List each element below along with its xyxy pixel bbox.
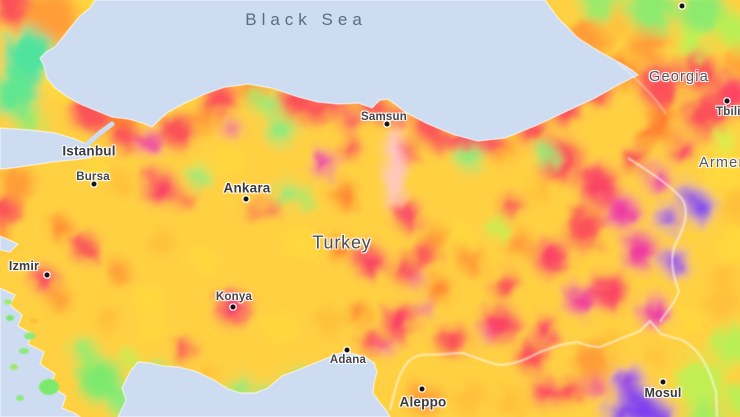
city-label-samsun[interactable]: Samsun: [361, 111, 407, 123]
city-label-tbilisi[interactable]: Tbilisi: [716, 106, 740, 118]
island: [39, 379, 59, 395]
island: [10, 364, 18, 370]
water-layer: [0, 0, 640, 417]
island: [4, 299, 12, 305]
aegean-sea-water-south: [0, 287, 82, 417]
sea-label-black-sea: Black Sea: [245, 10, 367, 29]
city-label-adana[interactable]: Adana: [329, 354, 367, 366]
city-dot-adana[interactable]: [344, 347, 350, 353]
country-border-syria-iraq: [389, 319, 718, 417]
black-sea-water: [39, 0, 640, 142]
city-dot-konya[interactable]: [230, 304, 236, 310]
city-label-istanbul[interactable]: Istanbul: [62, 143, 116, 159]
country-border-group: [389, 61, 718, 417]
island: [6, 315, 14, 321]
island: [16, 395, 24, 401]
marmara-sea-water: [0, 127, 98, 170]
island: [30, 318, 38, 324]
city-label-izmir[interactable]: Izmir: [8, 259, 40, 273]
city-dot-bursa[interactable]: [91, 181, 97, 187]
mediterranean-sea-water: [117, 351, 391, 417]
city-label-kutaisi[interactable]: Kutaisi: [662, 0, 702, 2]
city-label-mosul[interactable]: Mosul: [644, 386, 682, 400]
country-border-georgia: [616, 61, 667, 115]
country-border-armenia-iran: [627, 157, 687, 323]
city-dot-ankara[interactable]: [243, 196, 249, 202]
city-dot-aleppo[interactable]: [419, 386, 425, 392]
city-label-konya[interactable]: Konya: [215, 291, 253, 303]
island: [24, 332, 36, 340]
city-dot-samsun[interactable]: [384, 121, 390, 127]
city-label-ankara[interactable]: Ankara: [223, 180, 271, 196]
city-dot-izmir[interactable]: [44, 272, 50, 278]
aegean-sea-water: [0, 235, 20, 253]
city-label-aleppo[interactable]: Aleppo: [399, 394, 447, 410]
city-label-bursa[interactable]: Bursa: [76, 171, 110, 183]
country-label-turkey[interactable]: Turkey: [312, 232, 372, 253]
island-group: [4, 299, 59, 401]
city-dot-kutaisi[interactable]: [679, 3, 685, 9]
city-dot-mosul[interactable]: [660, 379, 666, 385]
country-label-georgia[interactable]: Georgia: [649, 69, 709, 85]
bosphorus-strait: [81, 121, 115, 150]
country-label-armenia[interactable]: Armenia: [699, 155, 740, 171]
island: [19, 348, 29, 354]
city-dot-tbilisi[interactable]: [724, 98, 730, 104]
